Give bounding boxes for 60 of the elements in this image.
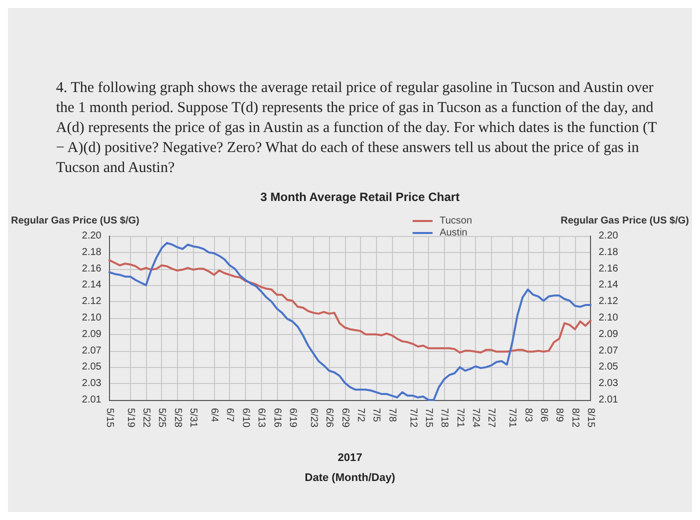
y2-tick-label: 2.14 [598, 280, 619, 291]
x-tick-label: 6/7 [224, 408, 236, 422]
x-tick-label: 6/26 [324, 408, 335, 428]
y-axis-title: Regular Gas Price (US $/G) [10, 216, 140, 226]
y2-tick-label: 2.10 [598, 312, 619, 324]
x-tick-label: 7/5 [370, 408, 382, 422]
y-tick-label: 2.16 [82, 263, 102, 274]
y-tick-label: 2.18 [82, 246, 102, 258]
x-tick-label: 7/15 [422, 408, 434, 428]
x-tick-label: 7/31 [506, 408, 518, 428]
x-tick-label: 8/12 [569, 408, 580, 428]
x-tick-label: 6/19 [286, 408, 298, 428]
x-tick-label: 6/4 [208, 408, 220, 422]
y-tick-label: 2.07 [82, 345, 102, 356]
x-tick-label: 8/6 [538, 408, 550, 422]
chart-title: 3 Month Average Retail Price Chart [260, 190, 460, 204]
line-series [108, 259, 592, 354]
x-tick-label: 6/13 [256, 408, 267, 428]
text: 4. The following graph shows the average retail price of regular gasoline in Tucson and Austin over the 1 month period. Suppose T(d) represents the price of gas in Tucson as a function of the day, and A(d) represents the price of gas in Austin as a function of the day. For which dates is the function (T − A)(d) positive? Negative? Zero? What do each of these answers tell us about the price of gas in Tucson and Austin? [56, 80, 660, 176]
x-tick-label: 7/12 [407, 408, 418, 428]
y2-tick-label: 2.07 [598, 345, 619, 356]
y2-tick-label: 2.03 [598, 378, 619, 390]
x-tick-label: 5/19 [124, 408, 136, 428]
x-tick-label: 5/25 [156, 408, 168, 428]
y2-tick-label: 2.18 [598, 246, 619, 258]
y2-axis-title: Regular Gas Price (US $/G) [560, 216, 690, 226]
y2-tick-label: 2.09 [598, 328, 619, 340]
x-tick-label: 6/23 [308, 408, 319, 428]
x-tick-label: 8/9 [554, 408, 565, 422]
x-tick-label: 5/31 [188, 408, 199, 428]
y2-tick-label: 2.01 [598, 394, 619, 406]
y-tick-label: 2.09 [82, 328, 102, 340]
y-tick-label: 2.14 [82, 280, 102, 291]
x-tick-label: 5/28 [172, 408, 183, 428]
y-tick-label: 2.01 [82, 394, 102, 406]
legend-label: Austin [440, 228, 468, 238]
y2-tick-label: 2.16 [598, 263, 619, 274]
y2-tick-label: 2.20 [598, 230, 619, 242]
x-tick-label: 7/21 [454, 408, 466, 428]
legend-label: Tucson [440, 216, 472, 226]
x-tick-label: 5/22 [140, 408, 152, 428]
x-tick-label: 6/10 [240, 408, 251, 428]
x-tick-label: 6/16 [271, 408, 282, 428]
y-tick-label: 2.05 [82, 362, 102, 373]
x-tick-label: 7/2 [354, 408, 366, 422]
y2-tick-label: 2.12 [598, 296, 619, 308]
x-axis-title: 2017 Date (Month/Day) [304, 452, 396, 484]
y-tick-label: 2.12 [82, 296, 102, 308]
y2-tick-label: 2.05 [598, 362, 619, 373]
x-tick-label: 7/24 [470, 408, 482, 428]
x-tick-label: 5/15 [104, 408, 115, 428]
y-tick-label: 2.10 [82, 312, 102, 324]
x-tick-label: 6/29 [339, 408, 350, 428]
y-tick-label: 2.03 [82, 378, 102, 390]
y-tick-label: 2.20 [82, 230, 102, 242]
x-tick-label: 7/18 [438, 408, 450, 428]
x-tick-label: 7/8 [386, 408, 398, 422]
x-tick-label: 8/15 [585, 408, 596, 428]
x-tick-label: 7/27 [486, 408, 497, 428]
x-tick-label: 8/3 [522, 408, 534, 422]
